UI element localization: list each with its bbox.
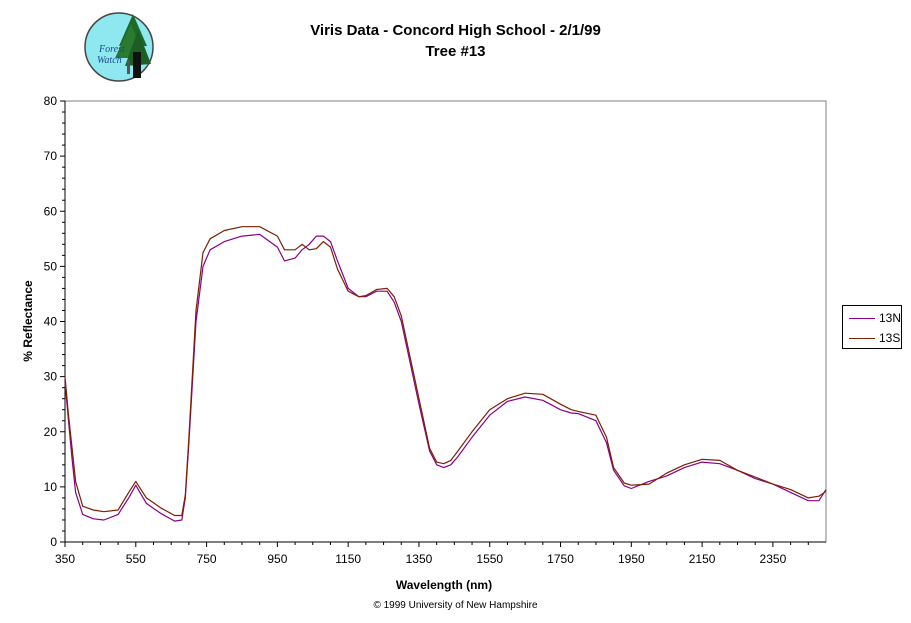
x-tick-label: 350: [55, 552, 75, 566]
x-tick-label: 1150: [335, 552, 361, 566]
x-tick-label: 950: [267, 552, 287, 566]
chart-title: Viris Data - Concord High School - 2/1/9…: [310, 22, 601, 39]
legend-item-13s: 13S: [847, 331, 901, 345]
x-tick-label: 2150: [689, 552, 716, 566]
legend-line-13s: [849, 338, 875, 339]
chart-axes: 0 10 20 30 40 50 60 70 80 350 550 750 950 1150 1350 155…: [44, 94, 827, 566]
x-tick-label: 750: [197, 552, 217, 566]
legend-line-13n: [849, 318, 875, 319]
y-tick-label: 80: [44, 94, 58, 108]
y-axis-label: % Reflectance: [21, 280, 35, 362]
x-tick-label: 1550: [476, 552, 503, 566]
copyright-notice: © 1999 University of New Hampshire: [373, 600, 538, 611]
y-tick-label: 40: [44, 315, 58, 329]
y-tick-label: 60: [44, 204, 58, 218]
legend-label-13s: 13S: [879, 331, 901, 345]
forest-watch-logo: Forest Watch: [84, 12, 154, 82]
legend-item-13n: 13N: [847, 311, 902, 325]
y-tick-label: 70: [44, 149, 58, 163]
x-tick-label: 1750: [547, 552, 574, 566]
chart-legend: 13N 13S: [842, 305, 902, 349]
x-tick-label: 1350: [406, 552, 433, 566]
chart-subtitle: Tree #13: [425, 43, 486, 60]
series-layer: [64, 226, 827, 522]
series-line-13s: [64, 226, 827, 517]
logo-text-line1: Forest: [98, 44, 125, 55]
x-tick-label: 1950: [618, 552, 645, 566]
legend-label-13n: 13N: [879, 311, 902, 325]
y-tick-label: 50: [44, 259, 58, 273]
x-tick-label: 550: [126, 552, 146, 566]
x-tick-label: 2350: [760, 552, 787, 566]
y-tick-label: 20: [44, 425, 58, 439]
plot-frame: [64, 100, 827, 543]
logo-text-line2: Watch: [97, 55, 122, 66]
y-tick-label: 10: [44, 480, 58, 494]
y-tick-label: 30: [44, 370, 58, 384]
y-tick-label: 0: [50, 535, 57, 549]
x-axis-label: Wavelength (nm): [396, 578, 492, 592]
